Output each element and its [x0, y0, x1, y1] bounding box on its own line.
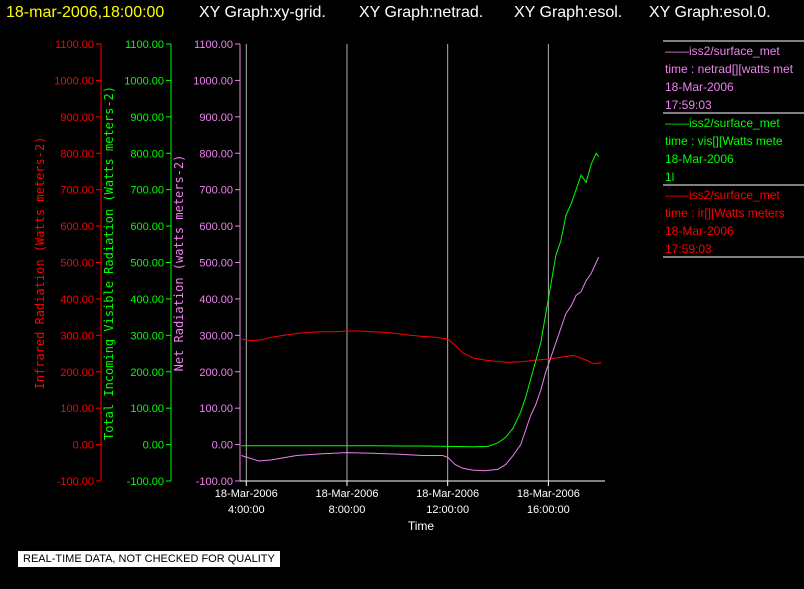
- legend-field-2: time : ir[][Watts meters: [665, 206, 785, 220]
- y-tick-label-0-4: 300.00: [60, 330, 94, 342]
- x-tick-time-1: 8:00:00: [329, 504, 366, 516]
- legend-source-1: ——iss2/surface_met: [665, 116, 780, 130]
- y-tick-label-2-1: 0.00: [212, 440, 233, 452]
- y-tick-label-2-5: 400.00: [199, 294, 233, 306]
- header-graph-2: XY Graph:netrad.: [359, 4, 483, 21]
- y-tick-label-1-12: 1100.00: [125, 39, 164, 51]
- header-graph-1: XY Graph:xy-grid.: [199, 4, 326, 21]
- y-tick-label-0-12: 1100.00: [55, 39, 94, 51]
- y-axis-title-1: Total Incoming Visible Radiation (Watts …: [102, 86, 116, 440]
- legend-time-1: 1l: [665, 170, 674, 184]
- x-tick-time-0: 4:00:00: [228, 504, 265, 516]
- legend-field-0: time : netrad[][watts met: [665, 62, 794, 76]
- series-lines: [241, 152, 602, 472]
- x-axis-title: Time: [408, 519, 435, 533]
- y-axis-title-0: Infrared Radiation (Watts meters-2): [33, 137, 47, 390]
- legend-field-1: time : vis[][Watts mete: [665, 134, 783, 148]
- y-tick-label-1-2: 100.00: [130, 403, 164, 415]
- x-tick-time-3: 16:00:00: [527, 504, 570, 516]
- y-tick-label-2-2: 100.00: [199, 403, 233, 415]
- y-tick-label-0-0: -100.00: [57, 476, 94, 488]
- y-tick-label-1-1: 0.00: [143, 440, 164, 452]
- y-axis-title-2: Net Radiation (watts meters-2): [172, 155, 186, 372]
- legend-source-0: ——iss2/surface_met: [665, 44, 780, 58]
- y-tick-label-2-3: 200.00: [199, 367, 233, 379]
- y-tick-label-2-9: 800.00: [199, 148, 233, 160]
- x-tick-date-1: 18-Mar-2006: [315, 488, 378, 500]
- y-tick-label-1-0: -100.00: [127, 476, 164, 488]
- y-tick-label-2-10: 900.00: [199, 112, 233, 124]
- y-tick-label-2-7: 600.00: [199, 221, 233, 233]
- y-tick-label-1-6: 500.00: [130, 258, 164, 270]
- legend-time-2: 17:59:03: [665, 242, 712, 256]
- y-tick-label-0-5: 400.00: [60, 294, 94, 306]
- y-tick-label-1-10: 900.00: [130, 112, 164, 124]
- y-tick-label-0-10: 900.00: [60, 112, 94, 124]
- legend-date-2: 18-Mar-2006: [665, 224, 734, 238]
- legend-date-0: 18-Mar-2006: [665, 80, 734, 94]
- y-tick-label-1-3: 200.00: [130, 367, 164, 379]
- y-tick-label-1-11: 1000.00: [124, 75, 164, 87]
- header-graph-3: XY Graph:esol.: [514, 4, 622, 21]
- header-graph-4: XY Graph:esol.0.: [649, 4, 771, 21]
- y-tick-label-2-8: 700.00: [199, 185, 233, 197]
- series-line-vis: [241, 152, 600, 448]
- y-tick-label-0-2: 100.00: [60, 403, 94, 415]
- y-tick-label-0-6: 500.00: [60, 258, 94, 270]
- quality-note: REAL-TIME DATA, NOT CHECKED FOR QUALITY: [18, 551, 280, 567]
- y-tick-label-1-7: 600.00: [130, 221, 164, 233]
- y-tick-label-0-7: 600.00: [60, 221, 94, 233]
- y-tick-label-2-12: 1100.00: [194, 39, 233, 51]
- y-tick-label-1-9: 800.00: [130, 148, 164, 160]
- y-tick-label-1-8: 700.00: [130, 185, 164, 197]
- x-tick-time-2: 12:00:00: [426, 504, 469, 516]
- x-tick-date-3: 18-Mar-2006: [517, 488, 580, 500]
- x-tick-date-0: 18-Mar-2006: [215, 488, 278, 500]
- y-tick-label-0-8: 700.00: [60, 185, 94, 197]
- series-line-netrad: [241, 256, 600, 472]
- header-timestamp: 18-mar-2006,18:00:00: [6, 4, 164, 21]
- y-tick-label-1-5: 400.00: [130, 294, 164, 306]
- legend-source-2: ——iss2/surface_met: [665, 188, 780, 202]
- y-axes: -100.00 0.00 100.00 200.00 300.00 400.00 500.0…: [33, 39, 241, 488]
- y-tick-label-2-6: 500.00: [199, 258, 233, 270]
- y-tick-label-2-4: 300.00: [199, 330, 233, 342]
- series-line-ir: [241, 330, 602, 365]
- y-tick-label-0-11: 1000.00: [54, 75, 94, 87]
- x-axis: 18-Mar-2006 4:00:00 18-Mar-2006 8:00:00 18-M…: [215, 480, 605, 516]
- legend-date-1: 18-Mar-2006: [665, 152, 734, 166]
- grid-lines: [245, 44, 549, 481]
- legend-time-0: 17:59:03: [665, 98, 712, 112]
- y-tick-label-0-3: 200.00: [60, 367, 94, 379]
- y-tick-label-0-1: 0.00: [73, 440, 94, 452]
- x-tick-date-2: 18-Mar-2006: [416, 488, 479, 500]
- y-tick-label-2-0: -100.00: [196, 476, 233, 488]
- y-tick-label-2-11: 1000.00: [193, 75, 233, 87]
- y-tick-label-0-9: 800.00: [60, 148, 94, 160]
- y-tick-label-1-4: 300.00: [130, 330, 164, 342]
